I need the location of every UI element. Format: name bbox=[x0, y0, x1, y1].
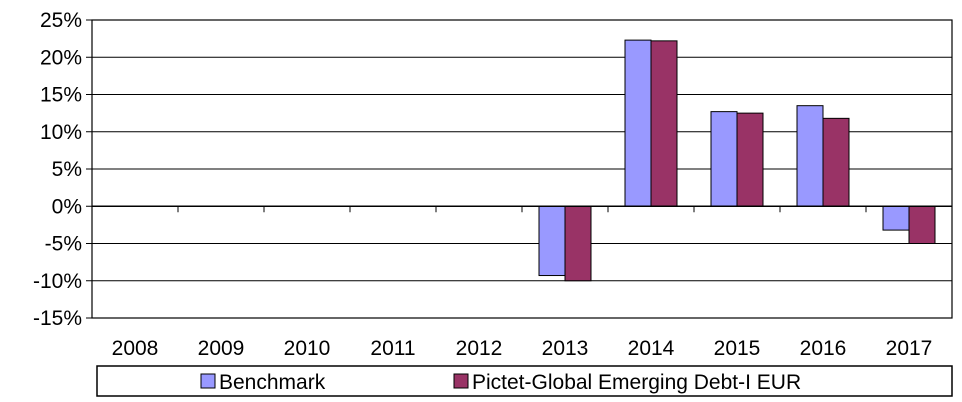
bar-benchmark-2013 bbox=[539, 206, 565, 275]
legend-swatch-benchmark bbox=[201, 374, 215, 388]
y-tick-label: 10% bbox=[40, 121, 82, 144]
y-tick-label: 25% bbox=[40, 9, 82, 32]
bar-fund-2016 bbox=[823, 118, 849, 206]
y-tick-label: -15% bbox=[33, 307, 82, 330]
y-tick-label: 5% bbox=[52, 158, 82, 181]
x-tick-label: 2008 bbox=[112, 337, 159, 360]
x-tick-label: 2014 bbox=[628, 337, 675, 360]
y-tick-label: 15% bbox=[40, 84, 82, 107]
y-axis-ticks: 25% 20% 15% 10% 5% 0% -5% -10% -15% bbox=[33, 9, 82, 330]
bar-fund-2015 bbox=[737, 113, 763, 206]
x-tick-label: 2013 bbox=[542, 337, 589, 360]
y-tick-label: -10% bbox=[33, 270, 82, 293]
bar-benchmark-2014 bbox=[625, 40, 651, 206]
bar-fund-2017 bbox=[909, 206, 935, 243]
legend-swatch-fund bbox=[454, 374, 468, 388]
y-tick-label: 0% bbox=[52, 195, 82, 218]
bars bbox=[539, 40, 935, 281]
y-tick-label: 20% bbox=[40, 46, 82, 69]
y-tick-label: -5% bbox=[45, 233, 82, 256]
x-tick-label: 2017 bbox=[886, 337, 933, 360]
x-axis-ticks: 2008 2009 2010 2011 2012 2013 2014 2015 2016 2017 bbox=[112, 337, 933, 360]
x-tick-label: 2015 bbox=[714, 337, 761, 360]
bar-fund-2014 bbox=[651, 41, 677, 206]
x-tick-label: 2011 bbox=[370, 337, 415, 360]
x-tick-label: 2016 bbox=[800, 337, 847, 360]
bar-benchmark-2016 bbox=[797, 106, 823, 207]
legend: Benchmark Pictet-Global Emerging Debt-I … bbox=[97, 366, 952, 396]
x-tick-label: 2009 bbox=[198, 337, 245, 360]
bar-benchmark-2017 bbox=[883, 206, 909, 230]
bar-fund-2013 bbox=[565, 206, 591, 281]
legend-label-benchmark: Benchmark bbox=[219, 371, 326, 394]
bar-benchmark-2015 bbox=[711, 112, 737, 207]
legend-label-fund: Pictet-Global Emerging Debt-I EUR bbox=[472, 371, 801, 394]
x-tick-label: 2010 bbox=[284, 337, 331, 360]
x-tick-label: 2012 bbox=[456, 337, 503, 360]
